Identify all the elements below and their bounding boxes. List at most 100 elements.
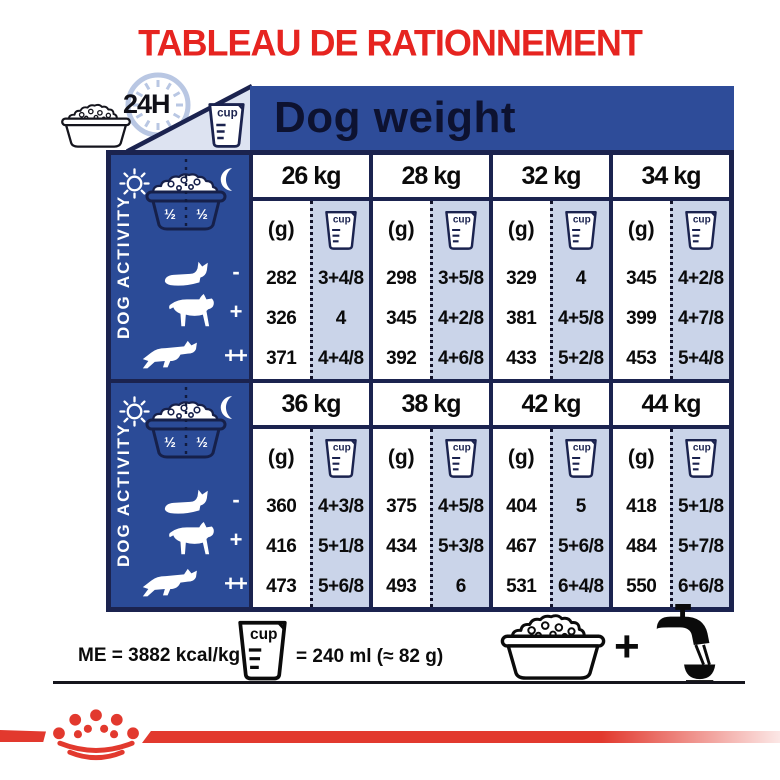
daily-24h-label: 24H [123, 89, 171, 119]
grams-value: 484 [626, 536, 657, 557]
weight-column-32kg: 32 kg (g) 329 381 433 4 4+5/8 5+2/8 [489, 155, 609, 379]
grams-value: 326 [266, 308, 297, 329]
grams-value: 493 [386, 576, 417, 597]
cups-value: 4+4/8 [317, 348, 364, 369]
grams-value: 418 [626, 496, 657, 517]
half-ration-bowl-icon [141, 387, 231, 475]
weight-header: 44 kg [613, 383, 729, 429]
divider-line [53, 681, 745, 684]
weight-column-42kg: 42 kg (g) 404 467 531 5 5+6/8 6+4/8 [489, 383, 609, 607]
grams-value: 345 [386, 308, 417, 329]
cups-value: 3+4/8 [317, 268, 364, 289]
cups-value: 4+6/8 [437, 348, 484, 369]
grams-value: 329 [506, 268, 537, 289]
cups-value: 5+1/8 [317, 536, 364, 557]
dog-activity-sidebar: DOG ACTIVITY - + ++ [111, 155, 249, 379]
royal-canin-crown-logo [50, 708, 142, 764]
dog-medium-activity-icon [167, 519, 219, 559]
cup-unit-icon [553, 201, 610, 259]
cups-value: 4+7/8 [677, 308, 724, 329]
dog-high-activity-icon [139, 567, 209, 600]
grams-value: 550 [626, 576, 657, 597]
grams-unit-label: (g) [267, 446, 295, 469]
cups-value: 4 [335, 308, 347, 329]
grams-value: 375 [386, 496, 417, 517]
grams-value: 360 [266, 496, 297, 517]
grams-unit-label: (g) [267, 218, 295, 241]
activity-sign-low: - [232, 487, 239, 512]
grams-unit-label: (g) [387, 446, 415, 469]
measuring-cup-icon [236, 619, 289, 681]
weight-column-44kg: 44 kg (g) 418 484 550 5+1/8 5+7/8 6+6 [609, 383, 729, 607]
cups-value: 6 [455, 576, 467, 597]
activity-sign-medium: + [229, 527, 243, 552]
weight-header: 36 kg [253, 383, 369, 429]
grams-value: 433 [506, 348, 537, 369]
dog-medium-activity-icon [167, 291, 219, 331]
grams-unit-label: (g) [627, 446, 655, 469]
grams-value: 467 [506, 536, 537, 557]
cups-value: 4 [575, 268, 587, 289]
grams-value: 282 [266, 268, 297, 289]
grams-unit-label: (g) [627, 218, 655, 241]
water-faucet-icon [648, 604, 724, 684]
dog-low-activity-icon [163, 485, 219, 517]
cup-unit-icon [433, 429, 490, 487]
activity-sign-high: ++ [224, 571, 248, 596]
cups-value: 4+3/8 [317, 496, 364, 517]
cups-value: 5+7/8 [677, 536, 724, 557]
cup-unit-icon [313, 429, 370, 487]
grams-value: 473 [266, 576, 297, 597]
grams-value: 453 [626, 348, 657, 369]
weight-header: 32 kg [493, 155, 609, 201]
cup-unit-icon [673, 429, 730, 487]
cups-value: 3+5/8 [437, 268, 484, 289]
dog-weight-band: Dog weight [250, 86, 734, 150]
red-stripe-right [142, 731, 780, 743]
cups-value: 5+6/8 [557, 536, 604, 557]
weight-columns: 26 kg (g) 282 326 371 3+4/8 4 4+4/8 [249, 155, 729, 379]
ration-table: DOG ACTIVITY - + ++ 26 kg (g) 282 [106, 150, 734, 612]
dog-weight-title: Dog weight [274, 93, 517, 142]
activity-sign-high: ++ [224, 343, 248, 368]
weight-header: 38 kg [373, 383, 489, 429]
cups-value: 4+2/8 [437, 308, 484, 329]
grams-value: 345 [626, 268, 657, 289]
cup-unit-icon [553, 429, 610, 487]
cups-value: 5+3/8 [437, 536, 484, 557]
weight-header: 28 kg [373, 155, 489, 201]
red-stripe-left [0, 730, 46, 742]
grams-value: 399 [626, 308, 657, 329]
cups-value: 5+6/8 [317, 576, 364, 597]
weight-header: 34 kg [613, 155, 729, 201]
dog-activity-sidebar: DOG ACTIVITY - + ++ [111, 383, 249, 607]
cup-unit-icon [673, 201, 730, 259]
grams-unit-label: (g) [507, 446, 535, 469]
cups-value: 5 [575, 496, 587, 517]
grams-value: 531 [506, 576, 537, 597]
weight-column-28kg: 28 kg (g) 298 345 392 3+5/8 4+2/8 4+6 [369, 155, 489, 379]
half-ration-bowl-icon [141, 159, 231, 247]
dog-low-activity-icon [163, 257, 219, 289]
weight-column-26kg: 26 kg (g) 282 326 371 3+4/8 4 4+4/8 [249, 155, 369, 379]
grams-value: 298 [386, 268, 417, 289]
grams-value: 371 [266, 348, 297, 369]
measuring-cup-icon [207, 101, 246, 149]
moon-icon [219, 394, 240, 421]
grams-unit-label: (g) [387, 218, 415, 241]
cups-value: 4+5/8 [437, 496, 484, 517]
activity-sign-medium: + [229, 299, 243, 324]
grams-unit-label: (g) [507, 218, 535, 241]
weight-columns: 36 kg (g) 360 416 473 4+3/8 5+1/8 5+6 [249, 383, 729, 607]
cup-equivalence-label: = 240 ml (≈ 82 g) [296, 646, 444, 667]
activity-sign-low: - [232, 259, 239, 284]
grams-value: 381 [506, 308, 537, 329]
table-section-1: DOG ACTIVITY - + ++ 26 kg (g) 282 [111, 155, 729, 379]
food-bowl-icon [494, 609, 612, 681]
grams-value: 434 [386, 536, 417, 557]
plus-sign: + [614, 622, 640, 671]
cups-value: 6+6/8 [677, 576, 724, 597]
cups-value: 4+5/8 [557, 308, 604, 329]
cups-value: 6+4/8 [557, 576, 604, 597]
